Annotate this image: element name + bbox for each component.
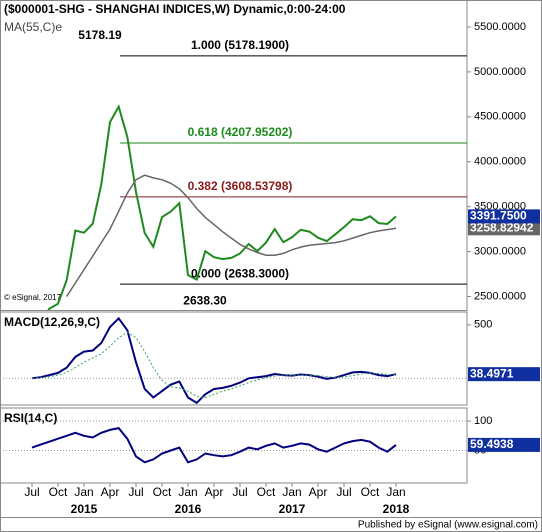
x-tick-label: Jul [336, 485, 351, 499]
x-tick-label: Jul [232, 485, 247, 499]
x-tick-label: Apr [309, 485, 328, 499]
x-tick-label: Jan [386, 485, 405, 499]
macd-title: MACD(12,26,9,C) [4, 315, 100, 329]
extreme-label: 2638.30 [183, 293, 227, 307]
series-line [47, 104, 397, 310]
x-tick-label: Apr [205, 485, 224, 499]
y-tick-label: 4000.0000 [474, 156, 526, 168]
price-panel [0, 0, 468, 311]
plot-area [0, 420, 467, 464]
year-label: 2016 [175, 502, 202, 516]
fib-label: 0.000 (2638.3000) [191, 266, 289, 280]
series-line [31, 331, 397, 399]
rsi-title: RSI(14,C) [4, 411, 57, 425]
extreme-label: 5178.19 [78, 28, 122, 42]
macd-panel [0, 311, 468, 406]
last-value-label-box [468, 437, 540, 452]
y-tick-label: 5500.0000 [474, 21, 526, 33]
x-tick-label: Apr [101, 485, 120, 499]
price-last-label-box [468, 209, 540, 224]
ma-last-label: 3258.82942 [470, 221, 534, 235]
year-label: 2017 [279, 502, 306, 516]
plot-area [0, 316, 467, 405]
series-line [31, 316, 397, 405]
y-tick-label: 500 [474, 319, 492, 331]
year-label: 2015 [71, 502, 98, 516]
plot-area [47, 55, 467, 310]
x-tick-label: Jan [74, 485, 93, 499]
ma-label: MA(55,C)e [4, 20, 62, 34]
x-tick-label: Oct [257, 485, 276, 499]
fib-label: 1.000 (5178.1900) [191, 38, 289, 52]
x-tick-label: Oct [49, 485, 68, 499]
rsi-panel [0, 407, 468, 484]
y-tick-label: 2500.0000 [474, 290, 526, 302]
fib-label: 0.618 (4207.95202) [188, 125, 293, 139]
y-tick-label: 3000.0000 [474, 246, 526, 258]
credit: © eSignal, 2017 [4, 293, 62, 302]
series-line [31, 426, 397, 464]
series-line [66, 174, 397, 297]
x-tick-label: Jul [24, 485, 39, 499]
fib-label: 0.382 (3608.53798) [188, 179, 293, 193]
y-tick-label: 100 [474, 415, 492, 427]
chart-title: ($000001-SHG - SHANGHAI INDICES,W) Dynam… [4, 2, 346, 16]
x-tick-label: Jan [178, 485, 197, 499]
price-last-label: 3391.7500 [470, 209, 527, 223]
x-tick-label: Oct [361, 485, 380, 499]
last-value-label-box [468, 367, 540, 382]
x-tick-label: Jan [282, 485, 301, 499]
year-label: 2018 [383, 502, 410, 516]
last-value-label: 59.4938 [470, 437, 514, 451]
footer: Published by eSignal (www.esignal.com) [358, 520, 538, 531]
x-tick-label: Oct [153, 485, 172, 499]
y-tick-label: 4500.0000 [474, 111, 526, 123]
y-tick-label: 5000.0000 [474, 66, 526, 78]
x-tick-label: Jul [128, 485, 143, 499]
last-value-label: 38.4971 [470, 366, 514, 380]
ma-last-label-box [468, 221, 540, 236]
